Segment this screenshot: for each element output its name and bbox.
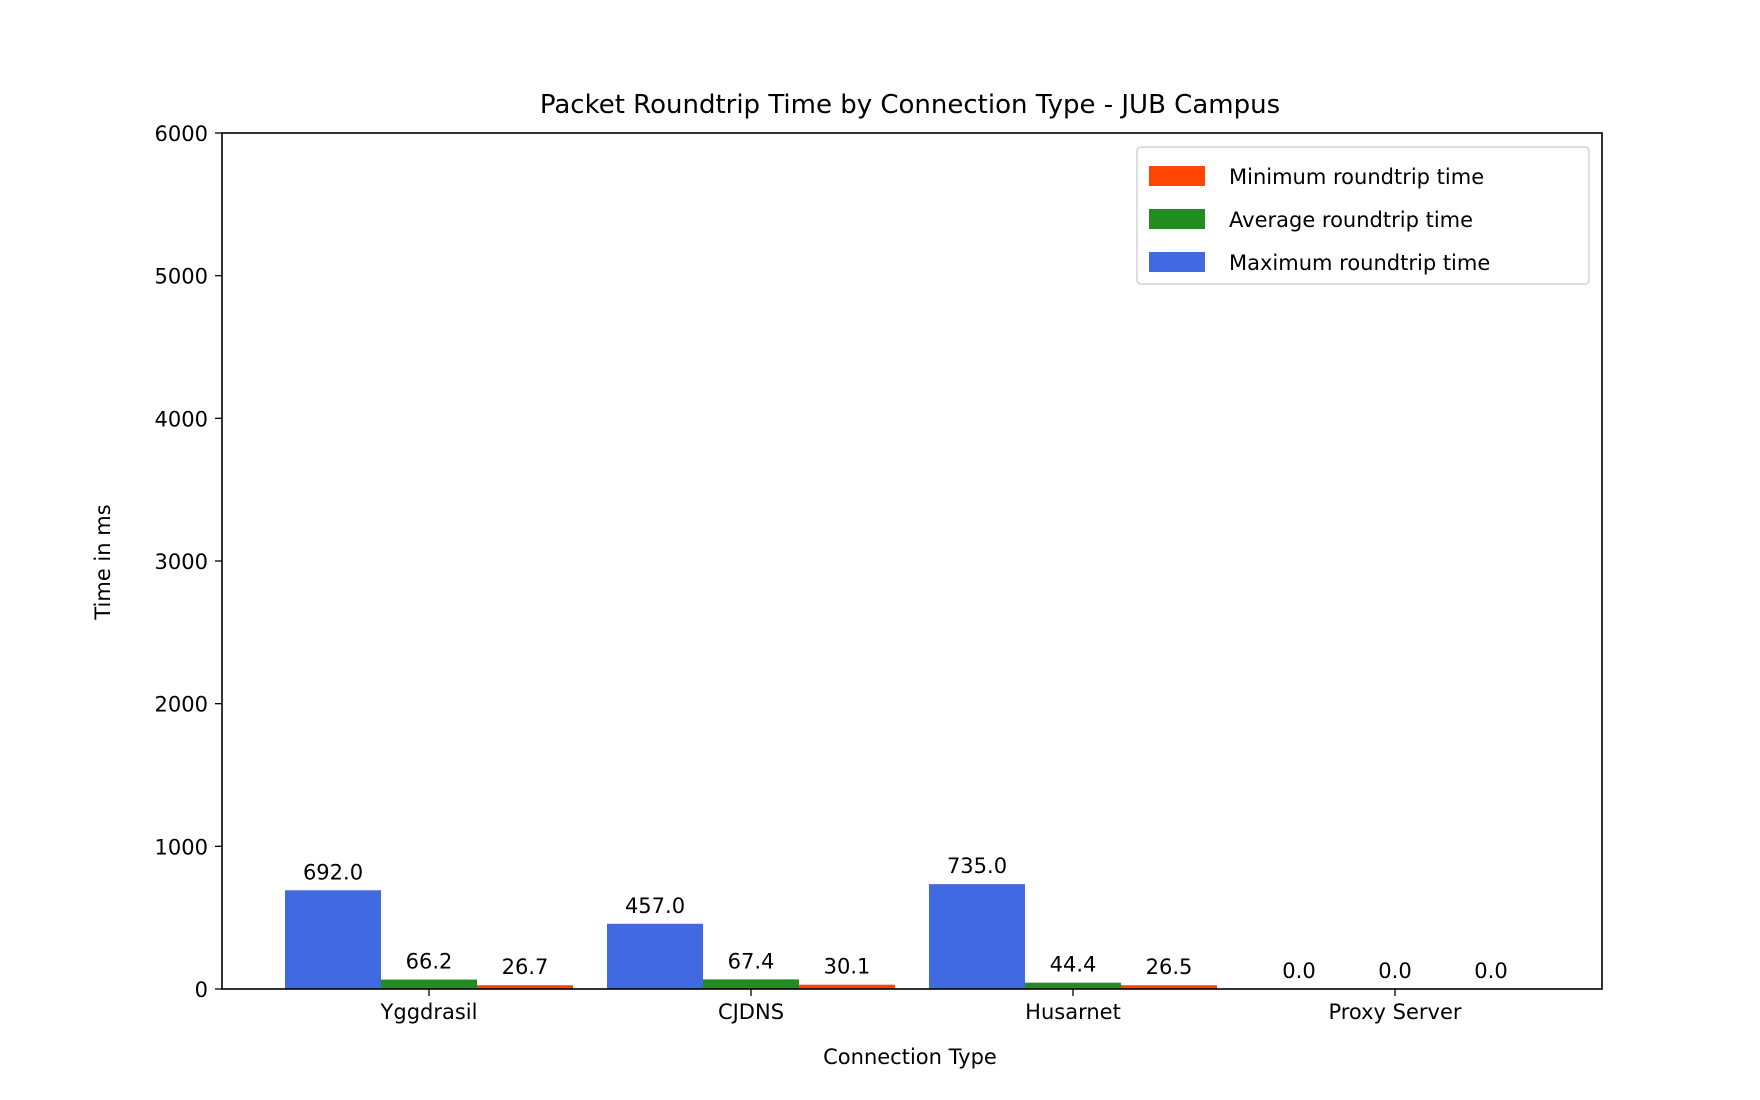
bar-value-label: 66.2 xyxy=(406,950,453,974)
bar-value-label: 0.0 xyxy=(1282,959,1315,983)
y-tick-label: 4000 xyxy=(155,407,208,431)
bar-1-3 xyxy=(929,884,1025,989)
bar-3-1 xyxy=(477,985,573,989)
chart-title: Packet Roundtrip Time by Connection Type… xyxy=(540,90,1280,120)
bar-value-label: 26.5 xyxy=(1146,955,1193,979)
y-tick-label: 6000 xyxy=(155,122,208,146)
bar-1-2 xyxy=(607,923,703,989)
legend-label: Maximum roundtrip time xyxy=(1229,251,1490,275)
bar-2-1 xyxy=(381,979,477,989)
bar-2-3 xyxy=(1025,982,1121,989)
bar-value-label: 67.4 xyxy=(728,949,775,973)
y-tick-label: 3000 xyxy=(155,550,208,574)
bar-value-label: 26.7 xyxy=(502,955,549,979)
legend-box xyxy=(1136,146,1590,285)
bar-2-2 xyxy=(703,979,799,989)
x-tick-label: Proxy Server xyxy=(1328,1000,1461,1024)
bar-value-label: 30.1 xyxy=(824,955,871,979)
legend-swatch xyxy=(1149,252,1205,272)
y-tick-label: 0 xyxy=(195,978,208,1002)
y-tick-label: 5000 xyxy=(155,265,208,289)
bar-value-label: 735.0 xyxy=(947,854,1007,878)
legend: Minimum roundtrip time Average roundtrip … xyxy=(1136,146,1590,285)
legend-swatch xyxy=(1149,209,1205,229)
legend-label: Minimum roundtrip time xyxy=(1229,165,1484,189)
bar-3-3 xyxy=(1121,985,1217,989)
x-axis-label: Connection Type xyxy=(823,1045,997,1069)
legend-label: Average roundtrip time xyxy=(1229,208,1473,232)
x-tick-label: Husarnet xyxy=(1025,1000,1121,1024)
plot-area: 692.0 66.2 26.7 Yggdrasil 457.0 67.4 30.1 CJDNS… xyxy=(155,122,1603,1024)
bar-value-label: 457.0 xyxy=(625,894,685,918)
y-tick-label: 2000 xyxy=(155,693,208,717)
x-tick-label: Yggdrasil xyxy=(380,1000,478,1024)
bar-3-2 xyxy=(799,984,895,989)
axes-frame xyxy=(221,132,1603,990)
bar-value-label: 44.4 xyxy=(1050,953,1097,977)
legend-swatch xyxy=(1149,166,1205,186)
x-tick-label: CJDNS xyxy=(718,1000,784,1024)
bar-value-label: 0.0 xyxy=(1378,959,1411,983)
bar-1-1 xyxy=(285,890,381,989)
bar-value-label: 0.0 xyxy=(1474,959,1507,983)
y-axis-label: Time in ms xyxy=(91,504,115,620)
bar-value-label: 692.0 xyxy=(303,860,363,884)
y-tick-label: 1000 xyxy=(155,835,208,859)
